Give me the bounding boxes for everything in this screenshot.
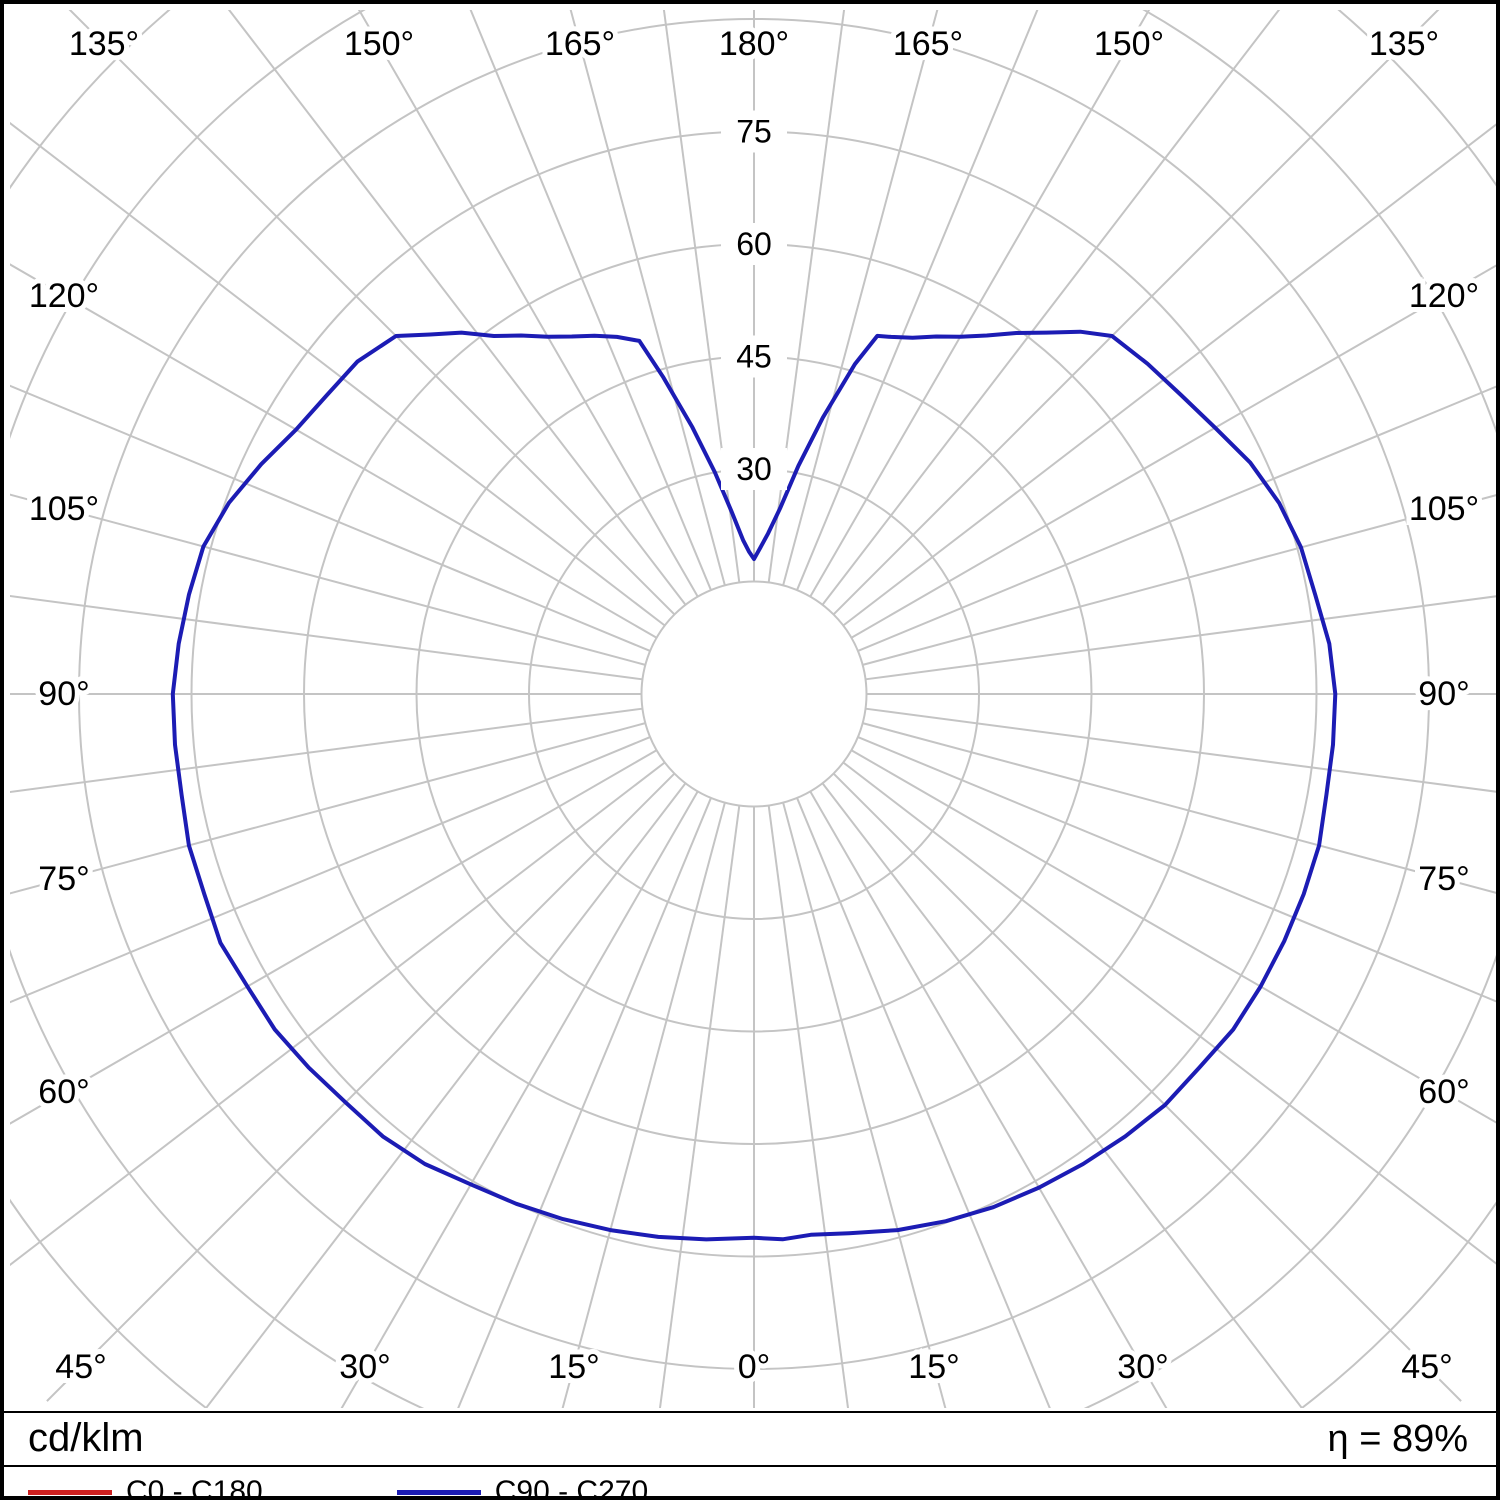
legend-item: C90 - C270	[396, 1475, 649, 1500]
angle-label: 105°	[29, 490, 99, 528]
legend-label-c0: C0 - C180	[126, 1475, 263, 1500]
angle-label: 150°	[344, 25, 414, 63]
angle-label: 15°	[548, 1348, 599, 1386]
units-label: cd/klm	[28, 1416, 144, 1460]
angle-label: 75°	[38, 860, 89, 898]
angle-label: 75°	[1418, 860, 1469, 898]
angle-label: 60°	[1418, 1073, 1469, 1111]
angle-label: 165°	[545, 25, 615, 63]
angle-label: 105°	[1409, 490, 1479, 528]
legend: C0 - C180 C90 - C270	[28, 1474, 649, 1500]
angle-label: 135°	[1369, 25, 1439, 63]
angle-label: 120°	[29, 277, 99, 315]
angle-label: 15°	[908, 1348, 959, 1386]
legend-swatch-c90-line	[396, 1489, 481, 1495]
angle-label: 90°	[1418, 675, 1469, 713]
radial-label: 45	[736, 339, 772, 375]
polar-chart-svg: 0° 15° 15° 30° 30° 45° 45° 60° 60° 75° 75° 90° 90° 10…	[4, 10, 1496, 1467]
angle-label: 45°	[55, 1348, 106, 1386]
angle-label: 0°	[738, 1348, 771, 1386]
angle-label: 45°	[1401, 1348, 1452, 1386]
legend-swatch-c0-line	[28, 1489, 112, 1495]
angle-label: 165°	[893, 25, 963, 63]
angle-label: 60°	[38, 1073, 89, 1111]
angle-label: 30°	[1117, 1348, 1168, 1386]
curve-C90-C270	[170, 329, 1338, 1242]
radial-label: 75	[736, 114, 772, 150]
radial-label: 60	[736, 226, 772, 262]
angle-label: 30°	[339, 1348, 390, 1386]
efficiency-label: η = 89%	[1327, 1418, 1469, 1460]
legend-item: C0 - C180	[28, 1475, 263, 1500]
legend-label-c90: C90 - C270	[494, 1475, 649, 1500]
angle-label: 180°	[719, 25, 789, 63]
angle-label: 150°	[1094, 25, 1164, 63]
angle-label: 120°	[1409, 277, 1479, 315]
radial-label: 30	[736, 451, 772, 487]
angle-label: 90°	[38, 675, 89, 713]
angle-label: 135°	[69, 25, 139, 63]
